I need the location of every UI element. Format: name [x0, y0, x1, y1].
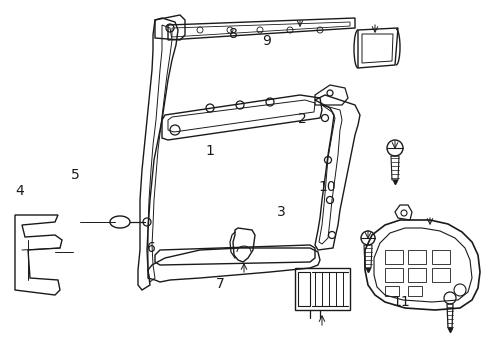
Bar	[431, 250, 449, 264]
Text: 6: 6	[147, 242, 156, 255]
Text: 2: 2	[297, 112, 306, 126]
Text: 1: 1	[205, 144, 214, 158]
Bar	[407, 250, 425, 264]
Text: 11: 11	[391, 296, 409, 309]
Text: 10: 10	[318, 180, 336, 194]
Bar	[407, 268, 425, 282]
Text: 3: 3	[276, 206, 285, 219]
Text: 9: 9	[262, 35, 270, 48]
Text: 4: 4	[15, 184, 24, 198]
Text: 7: 7	[215, 278, 224, 291]
Text: 5: 5	[71, 168, 80, 181]
Bar	[384, 250, 402, 264]
Bar	[407, 286, 421, 296]
Text: 8: 8	[229, 27, 238, 41]
Bar	[384, 268, 402, 282]
Bar	[431, 268, 449, 282]
Bar	[384, 286, 398, 296]
